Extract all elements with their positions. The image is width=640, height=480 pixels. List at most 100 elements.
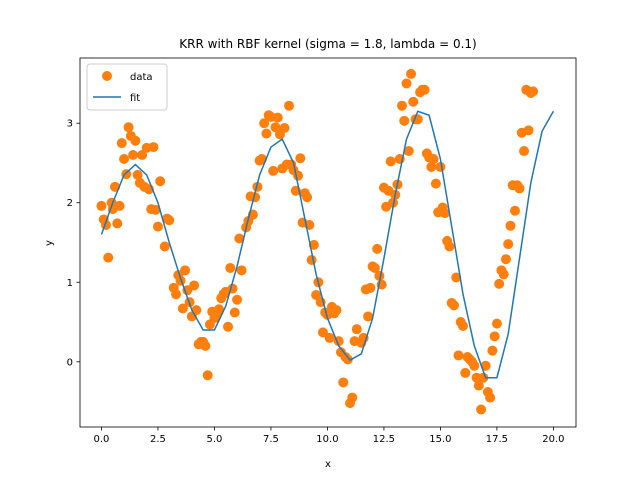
data-point-177 (505, 220, 516, 231)
data-point-8 (114, 200, 125, 211)
x-tick-label-4: 10.0 (316, 434, 338, 445)
data-point-156 (458, 321, 469, 331)
y-tick-label-1: 1 (67, 278, 73, 289)
data-point-125 (387, 197, 398, 208)
data-point-152 (448, 300, 459, 311)
legend-data-label: data (130, 72, 153, 83)
data-point-18 (137, 150, 148, 161)
x-tick-label-1: 2.5 (150, 434, 166, 445)
data-point-133 (406, 68, 417, 79)
data-point-98 (324, 332, 335, 343)
x-tick-label-5: 12.5 (373, 434, 395, 445)
data-point-134 (408, 96, 419, 107)
y-tick-label-3: 3 (67, 119, 73, 130)
data-point-164 (476, 404, 487, 415)
plot-area: 0.0 2.5 5.0 7.5 10.0 12.5 15.0 17.5 20.0 0 1 2 3 (67, 57, 577, 445)
data-point-183 (519, 146, 530, 157)
data-point-31 (171, 289, 182, 300)
data-point-92 (311, 289, 322, 300)
data-point-66 (252, 181, 263, 192)
data-point-124 (385, 156, 396, 167)
x-tick-label-7: 17.5 (486, 434, 508, 445)
data-point-75 (272, 112, 283, 123)
data-point-170 (489, 331, 500, 342)
data-point-166 (480, 360, 491, 371)
data-point-163 (473, 380, 484, 391)
data-point-25 (152, 221, 163, 232)
legend: data fit (86, 63, 168, 111)
data-point-142 (426, 161, 437, 172)
data-point-95 (317, 327, 328, 338)
data-point-108 (347, 392, 358, 403)
data-point-15 (130, 135, 141, 146)
data-point-172 (494, 278, 505, 289)
axes-frame (79, 57, 577, 428)
data-point-106 (342, 354, 353, 365)
fit-line (100, 110, 555, 379)
data-point-169 (487, 345, 498, 356)
data-point-88 (302, 192, 313, 203)
data-point-23 (148, 142, 159, 153)
data-point-154 (453, 350, 464, 361)
data-point-54 (223, 321, 234, 332)
data-point-150 (444, 241, 455, 252)
chart-title: KRR with RBF kernel (sigma = 1.8, lambda… (179, 37, 476, 51)
data-point-74 (270, 122, 281, 133)
legend-data-marker (102, 71, 112, 81)
x-tick-label-6: 15.0 (429, 434, 451, 445)
data-point-181 (514, 183, 525, 194)
data-point-168 (485, 392, 496, 403)
data-point-55 (225, 262, 236, 273)
data-point-174 (498, 269, 509, 280)
legend-frame (86, 63, 168, 111)
data-point-69 (259, 118, 270, 129)
data-point-57 (229, 307, 240, 318)
data-point-50 (213, 304, 224, 315)
data-point-119 (374, 270, 385, 281)
data-point-101 (331, 305, 342, 316)
data-point-0 (96, 200, 107, 211)
data-point-157 (460, 367, 471, 378)
x-tick-label-8: 20.0 (542, 434, 564, 445)
data-point-115 (365, 282, 376, 293)
x-tick-label-2: 5.0 (206, 434, 222, 445)
data-point-58 (232, 294, 243, 305)
data-point-70 (261, 128, 272, 139)
data-point-24 (150, 204, 161, 215)
data-point-165 (478, 372, 489, 383)
data-point-114 (363, 311, 374, 322)
data-point-131 (401, 78, 412, 89)
x-axis-label: x (325, 459, 331, 470)
x-tick-label-0: 0.0 (94, 434, 110, 445)
data-point-39 (189, 280, 200, 291)
data-point-3 (103, 252, 114, 263)
data-point-59 (234, 233, 245, 244)
data-point-40 (191, 305, 202, 316)
data-point-85 (295, 153, 306, 164)
data-point-34 (177, 303, 188, 314)
data-point-132 (403, 146, 414, 157)
data-point-44 (200, 340, 211, 351)
data-point-118 (372, 243, 383, 254)
data-point-12 (123, 122, 134, 133)
data-point-148 (439, 208, 450, 219)
data-point-153 (451, 272, 462, 283)
data-point-144 (430, 178, 441, 189)
data-point-187 (528, 86, 539, 97)
data-point-175 (500, 254, 511, 265)
data-point-80 (284, 100, 295, 111)
data-point-185 (523, 125, 534, 136)
data-point-78 (279, 122, 290, 133)
data-point-35 (180, 265, 191, 276)
legend-fit-label: fit (130, 93, 140, 104)
data-point-117 (369, 262, 380, 273)
data-point-29 (164, 215, 175, 226)
data-point-176 (503, 239, 514, 250)
data-point-26 (155, 176, 166, 187)
y-tick-label-2: 2 (67, 198, 73, 209)
x-tick-label-3: 7.5 (263, 434, 279, 445)
y-axis-label: y (44, 240, 55, 246)
data-point-179 (509, 205, 520, 216)
data-point-16 (132, 169, 143, 180)
